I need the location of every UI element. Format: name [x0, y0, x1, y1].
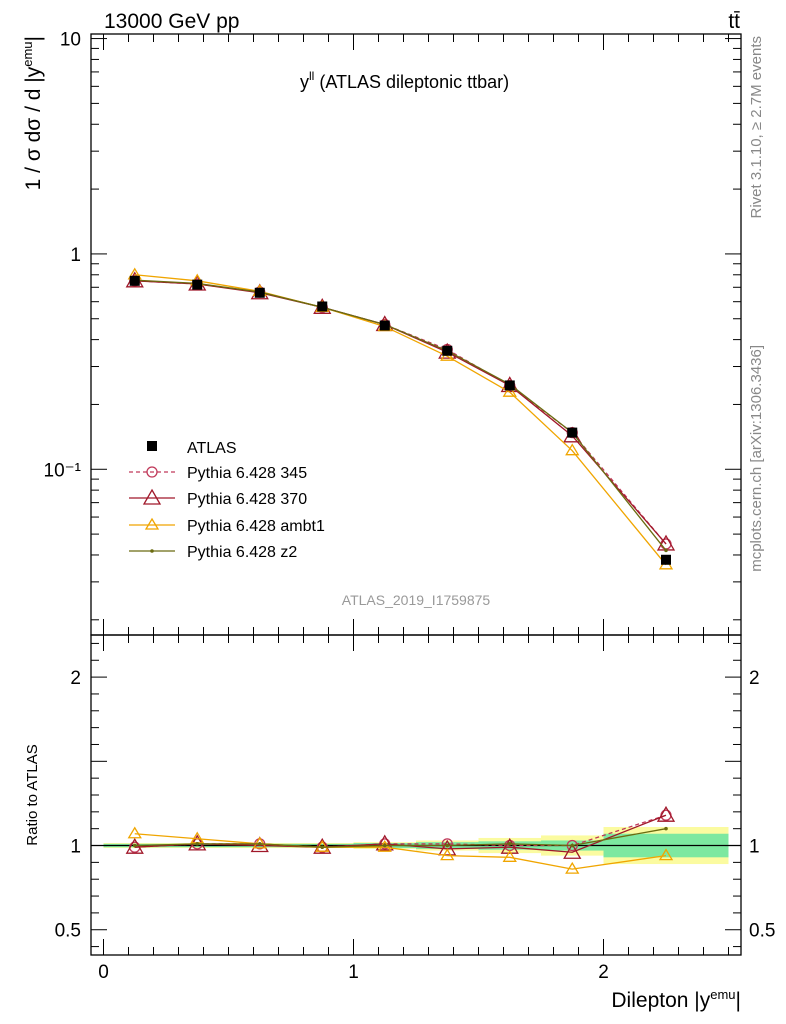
main-data-point [192, 279, 203, 290]
ratio-data-point [500, 837, 519, 854]
ratio-data-point [570, 843, 575, 848]
ratio-y-tick-label: 2 [749, 668, 760, 689]
x-tick-label: 1 [348, 962, 359, 983]
main-data-point [254, 287, 265, 298]
ratio-data-point [438, 839, 457, 856]
mcplots-label: mcplots.cern.ch [arXiv:1306.3436] [748, 345, 765, 572]
legend-marker-z2 [150, 549, 154, 553]
main-data-point [565, 443, 580, 456]
ratio-data-point [132, 843, 137, 848]
main-y-tick-label: 1 [70, 245, 81, 266]
main-y-tick-label: 10⁻¹ [44, 460, 82, 481]
ratio-data-point [313, 837, 332, 854]
analysis-id: ATLAS_2019_I1759875 [342, 592, 491, 608]
main-data-point [317, 301, 328, 312]
ratio-data-point [445, 843, 450, 848]
legend-entry-370: Pythia 6.428 370 [187, 491, 307, 508]
plot-title: yll (ATLAS dileptonic ttbar) [300, 69, 509, 92]
legend-marker-370 [142, 488, 162, 505]
legend-marker-345 [146, 466, 158, 478]
main-data-point [442, 345, 453, 356]
main-data-point [504, 380, 515, 391]
ratio-data-point [565, 861, 580, 874]
legend-entry-ambt1: Pythia 6.428 ambt1 [187, 518, 325, 535]
ratio-y-axis: 0.5 0.5 1 1 2 2 [55, 642, 775, 948]
legend-marker-atlas [147, 441, 157, 451]
ratio-data-point [563, 842, 582, 859]
ratio-data-point [125, 837, 144, 854]
ratio-data-point [656, 805, 676, 822]
main-data-point [502, 384, 517, 397]
main-series-layer [125, 267, 676, 570]
main-data-point [664, 548, 668, 553]
ratio-data-point [257, 842, 262, 846]
ratio-y-tick-label: 1 [70, 837, 81, 858]
main-data-point [129, 275, 140, 286]
main-data-point [379, 320, 390, 331]
legend-entry-atlas: ATLAS [187, 440, 237, 457]
ratio-series-layer [125, 805, 676, 874]
ratio-data-point [440, 848, 455, 861]
ratio-data-point [315, 839, 330, 852]
main-data-point [567, 427, 578, 438]
ratio-data-point [382, 843, 387, 848]
ratio-frame [90, 634, 742, 956]
ratio-y-tick-label: 2 [70, 668, 81, 689]
main-panel: 10⁻¹ 1 10 1 / σ dσ / d |yemu| yll (ATLAS d… [20, 30, 742, 636]
main-data-point [661, 554, 671, 565]
energy-label: 13000 GeV pp [104, 10, 239, 33]
main-series-line [134, 279, 667, 551]
ratio-data-point [502, 850, 517, 862]
rivet-label: Rivet 3.1.10, ≥ 2.7M events [748, 36, 765, 219]
ratio-data-point [375, 834, 394, 851]
main-y-axis-label: 1 / σ dσ / d |yemu| [20, 36, 45, 190]
legend-entry-z2: Pythia 6.428 z2 [187, 544, 297, 561]
ratio-y-tick-label: 0.5 [749, 921, 775, 942]
ratio-data-point [320, 845, 325, 850]
x-tick-label: 2 [598, 962, 609, 983]
x-axis-label: Dilepton |yemu| [611, 987, 741, 1012]
ratio-data-point [252, 836, 267, 849]
main-y-tick-label: 10 [60, 30, 81, 51]
ratio-y-tick-label: 0.5 [55, 921, 81, 942]
ratio-x-axis: 0 1 2 [98, 635, 729, 983]
ratio-data-point [658, 848, 674, 861]
main-x-ticks [103, 34, 729, 635]
process-label: tt̄ [728, 10, 740, 33]
ratio-y-tick-label: 1 [749, 837, 760, 858]
main-y-axis: 10⁻¹ 1 10 [44, 30, 741, 621]
ratio-data-point [507, 842, 512, 846]
ratio-y-axis-label: Ratio to ATLAS [24, 744, 41, 845]
legend: ATLAS Pythia 6.428 345 Pythia 6.428 370 … [129, 440, 325, 561]
legend-marker-ambt1 [144, 517, 160, 530]
ratio-panel: 0.5 0.5 1 1 2 2 0 1 2 Ratio to ATLAS Dilepton |… [24, 634, 775, 1012]
legend-entry-345: Pythia 6.428 345 [187, 465, 307, 482]
ratio-data-point [127, 826, 142, 839]
ratio-data-point [664, 826, 668, 831]
x-tick-label: 0 [98, 962, 109, 983]
ratio-data-point [195, 842, 200, 846]
